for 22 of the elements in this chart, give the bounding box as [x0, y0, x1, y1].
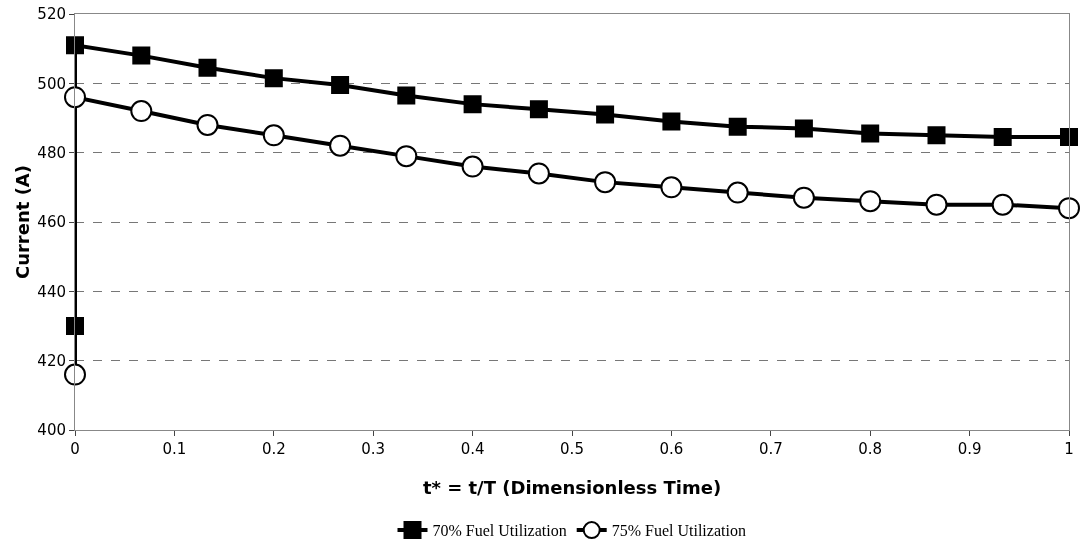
- legend-label: 75% Fuel Utilization: [611, 522, 746, 540]
- x-tick-label: 0.6: [659, 440, 684, 458]
- y-tick-label: 520: [37, 5, 66, 24]
- x-tick-label: 0: [70, 440, 80, 458]
- x-tick-label: 0.3: [361, 440, 386, 458]
- y-tick-label: 500: [37, 74, 66, 93]
- x-tick-label: 0.2: [261, 440, 286, 458]
- x-tick-label: 0.9: [957, 440, 982, 458]
- legend-label: 70% Fuel Utilization: [432, 522, 567, 540]
- y-tick-label: 400: [37, 421, 66, 440]
- x-tick-label: 0.5: [560, 440, 584, 458]
- y-tick-label: 480: [37, 143, 66, 162]
- x-tick-label: 0.4: [460, 440, 485, 458]
- x-tick-label: 0.1: [162, 440, 187, 458]
- y-tick-label: 460: [37, 213, 66, 232]
- y-axis-title: Current (A): [12, 164, 33, 280]
- x-tick-label: 0.8: [858, 440, 883, 458]
- x-axis-title: t* = t/T (Dimensionless Time): [422, 477, 722, 498]
- x-tick-label: 0.7: [758, 440, 783, 458]
- x-tick-label: 1: [1064, 440, 1074, 458]
- y-tick-label: 420: [37, 351, 66, 370]
- y-tick-label: 440: [37, 282, 66, 301]
